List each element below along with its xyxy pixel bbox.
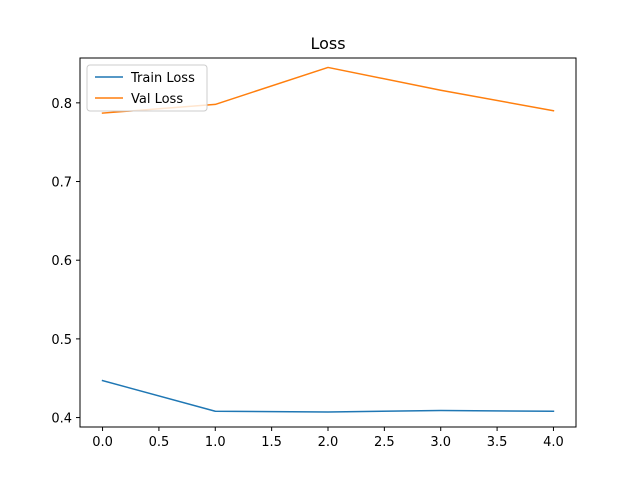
y-tick-label: 0.8 [51, 97, 72, 112]
plot-area-frame [79, 57, 577, 428]
chart-title: Loss [310, 34, 345, 53]
x-tick-label: 1.0 [205, 435, 226, 450]
x-axis: 0.0 0.5 1.0 1.5 2.0 2.5 3.0 3.5 4.0 [92, 427, 564, 450]
series-line-train-loss [101, 379, 555, 413]
x-tick-label: 3.5 [487, 435, 508, 450]
x-tick-label: 0.5 [149, 435, 170, 450]
legend-label: Train Loss [130, 71, 195, 86]
x-tick-label: 1.5 [261, 435, 282, 450]
y-tick-label: 0.7 [51, 176, 72, 191]
x-tick-label: 2.0 [318, 435, 339, 450]
y-axis: 0.4 0.5 0.6 0.7 0.8 [51, 97, 80, 427]
x-tick-label: 3.0 [430, 435, 451, 450]
y-tick-label: 0.4 [51, 412, 72, 427]
y-tick-label: 0.6 [51, 254, 72, 269]
legend: Train Loss Val Loss [86, 64, 208, 112]
legend-label: Val Loss [131, 92, 183, 107]
y-tick-label: 0.5 [51, 333, 72, 348]
x-tick-label: 2.5 [374, 435, 395, 450]
x-tick-label: 0.0 [92, 435, 113, 450]
x-tick-label: 4.0 [543, 435, 564, 450]
series-layer [101, 66, 555, 413]
